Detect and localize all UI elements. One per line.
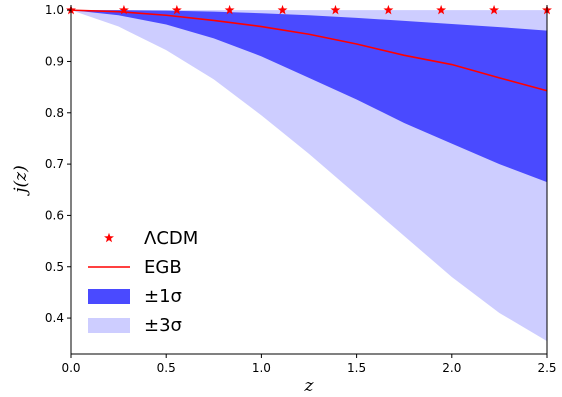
legend-band-swatch bbox=[88, 318, 130, 333]
series-lines bbox=[70, 9, 548, 92]
x-tick-label: 2.0 bbox=[442, 361, 461, 375]
x-tick-label: 2.5 bbox=[537, 361, 556, 375]
axes bbox=[70, 5, 548, 355]
ticks: 0.0 0.5 1.0 1.5 2.0 2.5 0.4 0.5 0.6 0.7 0.8 0.9 1.0 bbox=[45, 3, 557, 375]
lcdm-marker bbox=[489, 4, 500, 15]
legend-label: EGB bbox=[144, 257, 182, 278]
band-1sigma bbox=[71, 10, 547, 183]
y-tick-label: 0.7 bbox=[45, 157, 64, 171]
confidence-bands bbox=[71, 10, 547, 342]
x-tick-label: 1.0 bbox=[252, 361, 271, 375]
lcdm-marker bbox=[118, 4, 129, 15]
x-axis-label: z bbox=[304, 376, 315, 396]
legend-lcdm-marker bbox=[104, 232, 114, 243]
y-tick-label: 0.5 bbox=[45, 260, 64, 274]
lcdm-marker bbox=[277, 4, 288, 15]
legend-label: ΛCDM bbox=[144, 228, 198, 249]
lcdm-marker bbox=[436, 4, 447, 15]
y-tick-label: 0.9 bbox=[45, 54, 64, 68]
legend-label: ±1σ bbox=[144, 286, 182, 307]
legend-label: ±3σ bbox=[144, 315, 182, 336]
legend-band-swatch bbox=[88, 289, 130, 304]
x-tick-label: 0.5 bbox=[157, 361, 176, 375]
y-tick-label: 1.0 bbox=[45, 3, 64, 17]
y-tick-label: 0.8 bbox=[45, 106, 64, 120]
legend: ΛCDM EGB ±1σ ±3σ bbox=[88, 228, 198, 336]
egb-line bbox=[70, 9, 548, 92]
y-axis-label: j(z) bbox=[11, 165, 31, 197]
y-tick-label: 0.4 bbox=[45, 311, 64, 325]
lcdm-marker bbox=[330, 4, 341, 15]
x-tick-label: 0.0 bbox=[61, 361, 80, 375]
y-tick-label: 0.6 bbox=[45, 208, 64, 222]
lcdm-marker bbox=[171, 4, 182, 15]
lcdm-marker bbox=[383, 4, 394, 15]
x-tick-label: 1.5 bbox=[347, 361, 366, 375]
lcdm-marker bbox=[224, 4, 235, 15]
